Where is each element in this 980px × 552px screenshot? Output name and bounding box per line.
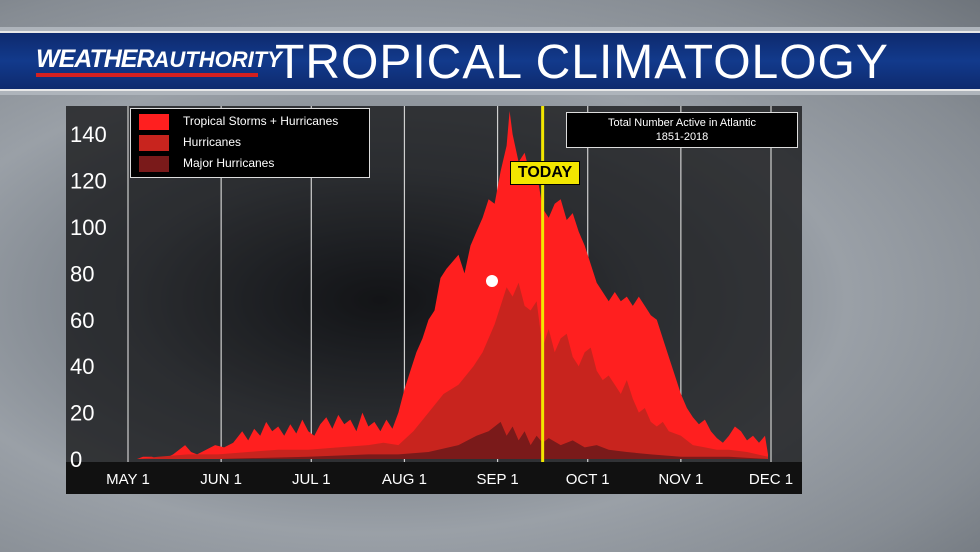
chart-svg: 0 20 40 60 80 100 120 140 MAY 1 JUN 1 JUL 1 AUG 1 SE… — [70, 106, 793, 488]
page-title: TROPICAL CLIMATOLOGY — [275, 36, 889, 89]
logo-authority: AUTHORITY — [153, 47, 282, 72]
banner-bottom-line — [0, 91, 980, 95]
legend-item-major: Major Hurricanes — [139, 155, 365, 173]
x-tick-label-3: AUG 1 — [382, 471, 427, 488]
x-tick-label-1: JUN 1 — [200, 471, 242, 488]
info-box: Total Number Active in Atlantic 1851-201… — [566, 112, 798, 148]
y-tick-label-0: 0 — [70, 447, 82, 472]
area-series-1 — [137, 282, 768, 459]
banner-top-line — [0, 27, 980, 31]
chart-panel: 0 20 40 60 80 100 120 140 MAY 1 JUN 1 JUL 1 AUG 1 SE… — [66, 106, 802, 494]
legend-swatch-hurricanes — [139, 135, 169, 151]
legend-item-hurricanes: Hurricanes — [139, 134, 365, 152]
info-box-line2: 1851-2018 — [655, 131, 709, 143]
legend-label-tropical: Tropical Storms + Hurricanes — [183, 114, 339, 128]
y-tick-label-3: 60 — [70, 308, 94, 333]
y-tick-label-5: 100 — [70, 215, 107, 240]
info-box-line1: Total Number Active in Atlantic — [608, 117, 756, 129]
x-tick-label-5: OCT 1 — [566, 471, 610, 488]
legend-label-hurricanes: Hurricanes — [183, 135, 242, 149]
y-tick-label-1: 20 — [70, 401, 94, 426]
header-banner: WEATHERAUTHORITY TROPICAL CLIMATOLOGY — [0, 31, 980, 91]
area-series-0 — [137, 111, 768, 459]
x-tick-label-7: DEC 1 — [749, 471, 793, 488]
x-tick-label-0: MAY 1 — [106, 471, 150, 488]
y-tick-label-4: 80 — [70, 261, 94, 286]
y-tick-label-6: 120 — [70, 169, 107, 194]
area-series-2 — [137, 421, 768, 459]
legend-swatch-tropical — [139, 114, 169, 130]
logo-weather: WEATHER — [36, 45, 155, 73]
y-tick-label-2: 40 — [70, 354, 94, 379]
white-dot-marker — [486, 275, 498, 287]
legend-swatch-major — [139, 156, 169, 172]
logo-underline — [36, 73, 258, 77]
x-tick-label-2: JUL 1 — [292, 471, 331, 488]
x-tick-label-4: SEP 1 — [476, 471, 518, 488]
today-tag: TODAY — [510, 161, 580, 185]
legend-label-major: Major Hurricanes — [183, 156, 275, 170]
legend: Tropical Storms + Hurricanes Hurricanes … — [130, 108, 370, 178]
x-axis-strip — [66, 462, 802, 494]
legend-item-tropical: Tropical Storms + Hurricanes — [139, 113, 365, 131]
x-tick-label-6: NOV 1 — [658, 471, 703, 488]
y-tick-label-7: 140 — [70, 122, 107, 147]
logo: WEATHERAUTHORITY — [36, 45, 282, 74]
